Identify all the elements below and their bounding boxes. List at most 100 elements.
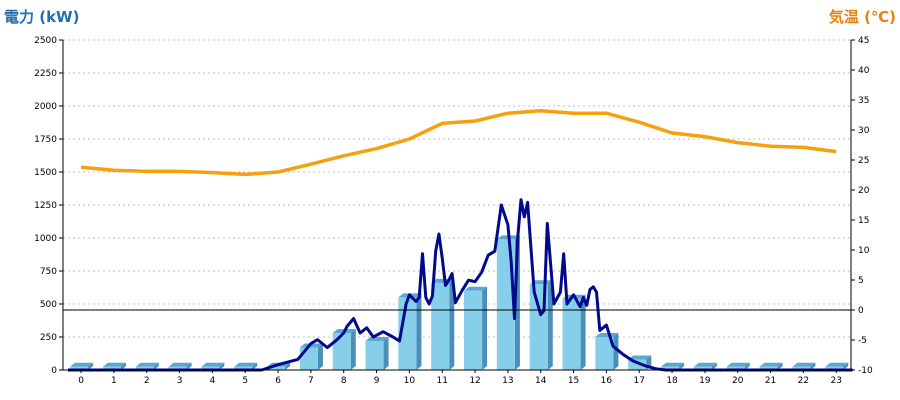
bar-top-face (628, 355, 652, 360)
bar-side-face (416, 293, 422, 370)
x-tick-label: 1 (111, 376, 117, 386)
bar-top-face (825, 362, 849, 367)
bar-side-face (219, 362, 225, 370)
bar-top-face (595, 333, 619, 337)
x-tick-label: 12 (469, 376, 480, 386)
bar-front-face (267, 366, 286, 370)
bar (168, 362, 192, 370)
left-tick-label: 0 (51, 366, 57, 376)
bar-side-face (317, 343, 323, 370)
x-tick-label: 21 (765, 376, 776, 386)
bar-front-face (365, 340, 384, 370)
bar (562, 294, 586, 370)
bar-side-face (383, 336, 389, 370)
bar-front-face (628, 359, 647, 370)
bar-front-face (168, 366, 187, 370)
x-tick-label: 8 (341, 376, 347, 386)
bar-front-face (299, 347, 318, 370)
bar-top-face (135, 362, 159, 367)
bar-side-face (482, 286, 488, 370)
x-tick-label: 16 (601, 376, 613, 386)
bar-front-face (759, 366, 778, 370)
bar-side-face (744, 362, 750, 370)
bar-front-face (726, 366, 745, 370)
bar-top-face (365, 336, 389, 341)
left-tick-label: 1250 (34, 201, 57, 211)
bar-side-face (580, 294, 586, 370)
left-tick-label: 2000 (34, 102, 57, 112)
bar-front-face (70, 366, 89, 370)
x-tick-label: 3 (177, 376, 183, 386)
bar-side-face (449, 278, 455, 370)
right-tick-label: 45 (858, 36, 869, 46)
bar-front-face (693, 366, 712, 370)
bar-side-face (613, 333, 619, 370)
bar-side-face (777, 362, 783, 370)
bar-side-face (186, 362, 192, 370)
right-tick-label: 10 (858, 246, 870, 256)
bar-top-face (661, 362, 685, 367)
bar-front-face (431, 282, 450, 370)
bar-front-face (595, 337, 614, 370)
bar-top-face (693, 362, 717, 367)
x-tick-label: 9 (374, 376, 380, 386)
x-tick-label: 2 (144, 376, 150, 386)
x-tick-label: 18 (666, 376, 678, 386)
bar (595, 333, 619, 370)
right-tick-label: 0 (858, 306, 864, 316)
bar-top-face (299, 343, 323, 348)
bar-top-face (102, 362, 126, 367)
right-tick-label: 20 (858, 186, 870, 196)
x-tick-label: 20 (732, 376, 744, 386)
x-tick-label: 5 (242, 376, 248, 386)
line-series (67, 109, 853, 372)
left-tick-label: 2250 (34, 69, 57, 79)
x-tick-label: 10 (404, 376, 416, 386)
bar (726, 362, 750, 370)
right-tick-label: 30 (858, 126, 870, 136)
left-tick-label: 500 (40, 300, 57, 310)
x-tick-label: 22 (798, 376, 809, 386)
bar-side-face (810, 362, 816, 370)
left-axis-title: 電力 (kW) (4, 8, 79, 26)
bar (365, 336, 389, 370)
bar (825, 362, 849, 370)
bar (70, 362, 94, 370)
x-tick-label: 15 (568, 376, 579, 386)
x-tick-label: 6 (275, 376, 281, 386)
bar (792, 362, 816, 370)
bar-front-face (102, 366, 121, 370)
left-tick-label: 750 (40, 267, 57, 277)
right-tick-label: 40 (858, 66, 870, 76)
right-tick-label: 25 (858, 156, 869, 166)
bar-front-face (234, 366, 253, 370)
tick-labels: 02505007501000125015001750200022502500-1… (34, 36, 873, 386)
bar-top-face (70, 362, 94, 367)
left-tick-label: 1500 (34, 168, 57, 178)
bar-side-face (153, 362, 159, 370)
bar (102, 362, 126, 370)
bar-front-face (464, 290, 483, 370)
bar (332, 329, 356, 370)
bar-front-face (661, 366, 680, 370)
bar-top-face (726, 362, 750, 367)
axes (59, 39, 855, 373)
x-tick-label: 11 (436, 376, 447, 386)
bar-front-face (562, 298, 581, 370)
bar-front-face (135, 366, 154, 370)
bar (201, 362, 225, 370)
left-tick-label: 1000 (34, 234, 57, 244)
bar-side-face (350, 329, 356, 370)
right-tick-label: -10 (858, 366, 873, 376)
bar-side-face (711, 362, 717, 370)
bar-side-face (120, 362, 126, 370)
bar-side-face (547, 280, 553, 370)
right-tick-label: -5 (858, 336, 867, 346)
x-tick-label: 7 (308, 376, 314, 386)
x-tick-label: 19 (699, 376, 711, 386)
bar (464, 286, 488, 370)
x-tick-label: 0 (78, 376, 84, 386)
bar-side-face (252, 362, 258, 370)
left-tick-label: 1750 (34, 135, 57, 145)
bar-front-face (201, 366, 220, 370)
